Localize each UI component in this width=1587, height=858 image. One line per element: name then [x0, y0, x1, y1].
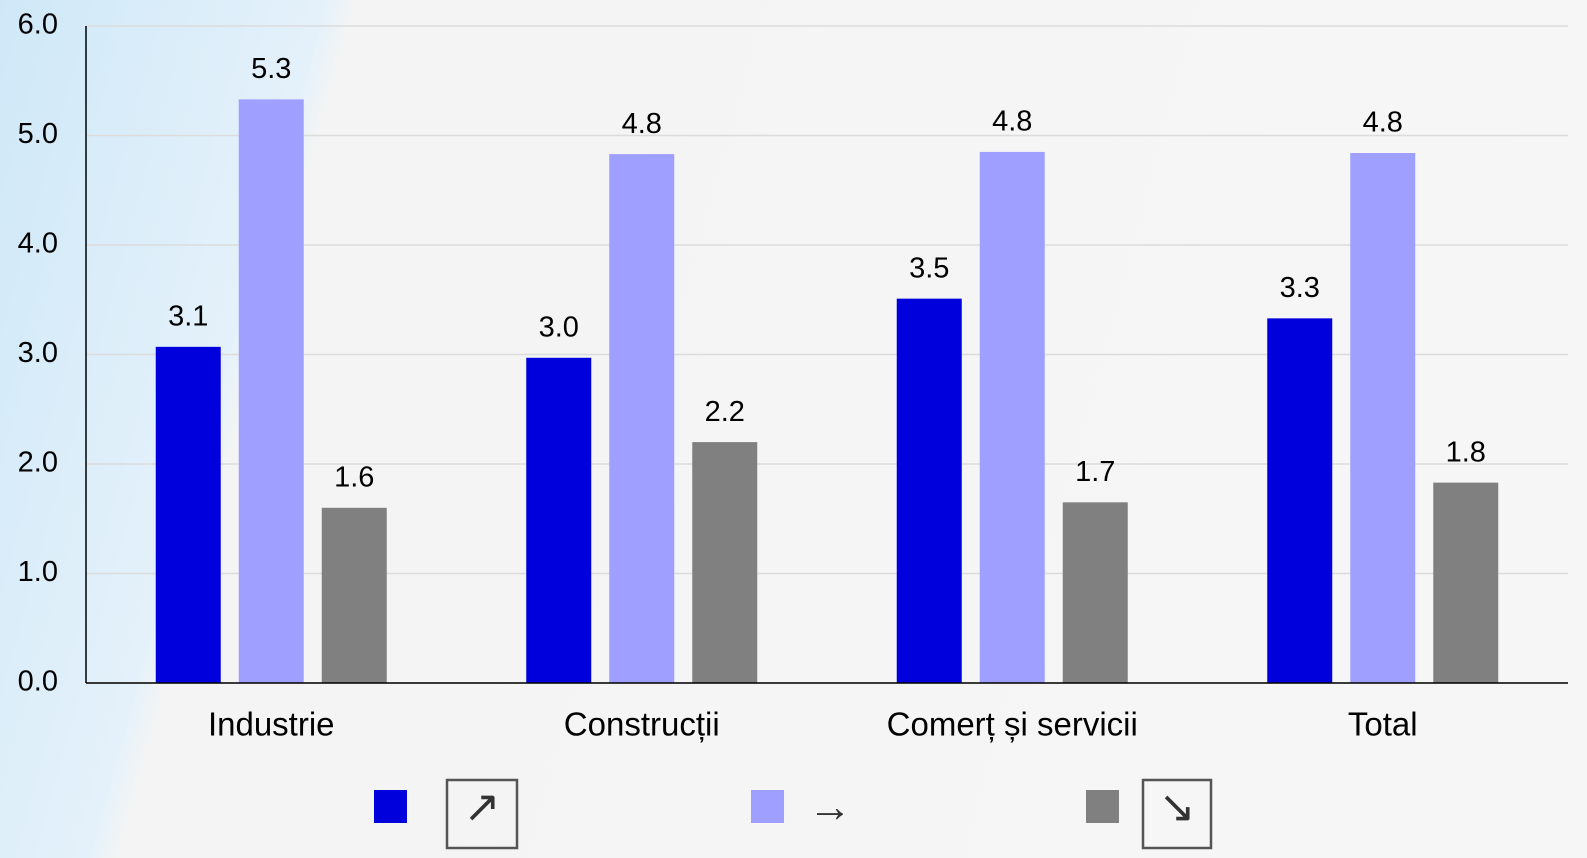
- value-label: 3.0: [539, 311, 579, 343]
- y-tick-label: 0.0: [18, 666, 58, 698]
- bar: [1062, 502, 1128, 683]
- value-label: 3.3: [1280, 272, 1320, 304]
- bar: [609, 154, 675, 684]
- bar: [238, 99, 304, 684]
- bar: [526, 357, 592, 683]
- legend-frame: [445, 778, 519, 850]
- x-tick-label: Comerț și servicii: [887, 706, 1138, 743]
- value-label: 3.5: [909, 252, 949, 284]
- bar: [692, 442, 758, 683]
- value-label: 5.3: [251, 53, 291, 85]
- legend-label: →: [808, 783, 852, 832]
- bar: [979, 151, 1045, 684]
- x-tick-label: Total: [1348, 706, 1418, 743]
- value-label: 1.7: [1075, 456, 1115, 488]
- legend-boxes: [445, 778, 1213, 850]
- y-tick-label: 2.0: [18, 447, 58, 479]
- y-tick-label: 6.0: [18, 9, 58, 41]
- x-tick-label: Industrie: [208, 706, 335, 743]
- value-label: 4.8: [622, 108, 662, 140]
- y-tick-label: 5.0: [18, 118, 58, 150]
- legend-frame: [1141, 778, 1213, 850]
- y-tick-label: 4.0: [18, 228, 58, 260]
- bar: [1267, 318, 1333, 683]
- x-tick-label: Construcții: [564, 706, 720, 743]
- bar: [896, 298, 962, 683]
- legend-label: ↗: [464, 783, 501, 832]
- legend-swatch: [1086, 790, 1119, 823]
- legend-swatch: [751, 790, 784, 823]
- value-label: 4.8: [1363, 107, 1403, 139]
- y-tick-label: 1.0: [18, 556, 58, 588]
- y-tick-label: 3.0: [18, 337, 58, 369]
- bar: [321, 507, 387, 683]
- legend-label: ↘: [1159, 783, 1196, 832]
- value-label: 4.8: [992, 106, 1032, 138]
- value-label: 1.8: [1446, 436, 1486, 468]
- bar: [155, 346, 221, 683]
- legend-swatch: [374, 790, 407, 823]
- bar: [1350, 153, 1416, 683]
- value-label: 3.1: [168, 300, 208, 332]
- bar: [1433, 482, 1499, 683]
- value-label: 2.2: [705, 396, 745, 428]
- value-label: 1.6: [334, 461, 374, 493]
